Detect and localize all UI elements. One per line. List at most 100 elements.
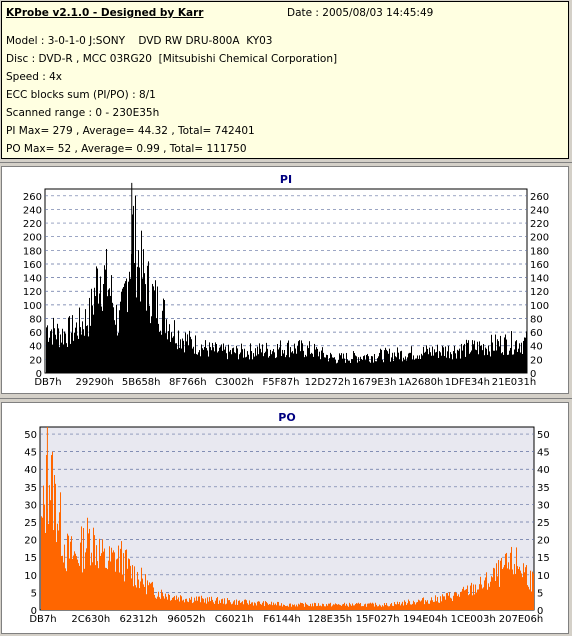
data-bar (134, 566, 135, 610)
data-bar (156, 598, 157, 610)
data-bar (408, 599, 409, 610)
data-bar (50, 331, 51, 373)
data-bar (118, 545, 119, 610)
data-bar (303, 603, 304, 610)
data-bar (331, 354, 332, 373)
data-bar (519, 343, 520, 373)
data-bar (234, 352, 235, 373)
data-bar (504, 564, 505, 610)
data-bar (276, 605, 277, 610)
data-bar (133, 205, 134, 373)
data-bar (420, 358, 421, 373)
data-bar (152, 581, 153, 610)
data-bar (464, 343, 465, 373)
data-bar (406, 360, 407, 373)
data-bar (222, 350, 223, 373)
data-bar (264, 353, 265, 373)
data-bar (69, 316, 70, 373)
data-bar (193, 346, 194, 373)
data-bar (48, 341, 49, 373)
data-bar (443, 596, 444, 610)
data-bar (486, 572, 487, 610)
data-bar (361, 359, 362, 373)
y-tick-label-right: 15 (537, 553, 550, 564)
data-bar (217, 596, 218, 610)
data-bar (284, 605, 285, 610)
data-bar (318, 356, 319, 373)
y-tick-label-right: 35 (537, 483, 550, 494)
data-bar (184, 602, 185, 610)
data-bar (95, 565, 96, 610)
x-tick-label: 128E35h (308, 614, 352, 625)
data-bar (367, 353, 368, 373)
data-bar (54, 474, 55, 610)
data-bar (427, 348, 428, 373)
data-bar (436, 601, 437, 610)
data-bar (507, 354, 508, 373)
y-tick-label: 50 (24, 430, 37, 441)
data-bar (348, 606, 349, 610)
data-bar (376, 604, 377, 610)
data-bar (468, 340, 469, 373)
data-bar (148, 261, 149, 373)
data-bar (158, 591, 159, 610)
y-tick-label-right: 45 (537, 448, 550, 459)
data-bar (217, 352, 218, 373)
data-bar (233, 601, 234, 610)
data-bar (268, 604, 269, 610)
data-bar (305, 354, 306, 373)
data-bar (440, 596, 441, 610)
data-bar (439, 351, 440, 373)
data-bar (516, 547, 517, 610)
info-po-stats: PO Max= 52 , Average= 0.99 , Total= 1117… (6, 143, 247, 155)
data-bar (110, 295, 111, 373)
y-tick-label-right: 60 (530, 328, 543, 339)
data-bar (511, 546, 512, 610)
data-bar (322, 603, 323, 610)
data-bar (257, 601, 258, 610)
data-bar (139, 267, 140, 373)
data-bar (246, 356, 247, 373)
data-bar (233, 347, 234, 373)
data-bar (413, 600, 414, 610)
data-bar (283, 353, 284, 373)
data-bar (418, 599, 419, 610)
data-bar (214, 603, 215, 610)
data-bar (279, 347, 280, 373)
data-bar (249, 600, 250, 610)
data-bar (325, 357, 326, 373)
data-bar (199, 350, 200, 373)
data-bar (319, 605, 320, 610)
data-bar (527, 585, 528, 610)
x-tick-label: C3002h (215, 377, 254, 388)
data-bar (102, 539, 103, 610)
data-bar (102, 310, 103, 373)
data-bar (142, 578, 143, 610)
data-bar (180, 339, 181, 373)
data-bar (425, 600, 426, 610)
data-bar (244, 599, 245, 610)
data-bar (388, 606, 389, 610)
data-bar (117, 335, 118, 373)
data-bar (66, 571, 67, 610)
data-bar (493, 567, 494, 610)
data-bar (450, 352, 451, 373)
pi-chart-panel: PI 0 0 20 20 40 40 60 60 80 80 100 100 120 120 140 140 16… (1, 166, 569, 394)
data-bar (273, 602, 274, 610)
data-bar (151, 316, 152, 373)
data-bar (211, 350, 212, 373)
data-bar (512, 569, 513, 610)
data-bar (230, 349, 231, 373)
data-bar (170, 341, 171, 373)
data-bar (287, 605, 288, 610)
data-bar (337, 362, 338, 373)
data-bar (460, 358, 461, 373)
data-bar (446, 593, 447, 610)
data-bar (204, 602, 205, 610)
data-bar (104, 265, 105, 373)
data-bar (327, 355, 328, 373)
data-bar (387, 605, 388, 610)
y-tick-label: 5 (31, 588, 37, 599)
data-bar (515, 573, 516, 610)
data-bar (163, 596, 164, 610)
